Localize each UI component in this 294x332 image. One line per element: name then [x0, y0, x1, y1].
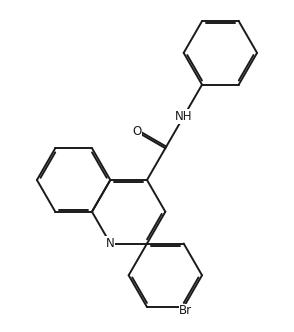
Text: O: O	[132, 125, 141, 138]
Text: NH: NH	[175, 110, 193, 123]
Text: Br: Br	[179, 304, 193, 317]
Text: N: N	[106, 237, 115, 250]
